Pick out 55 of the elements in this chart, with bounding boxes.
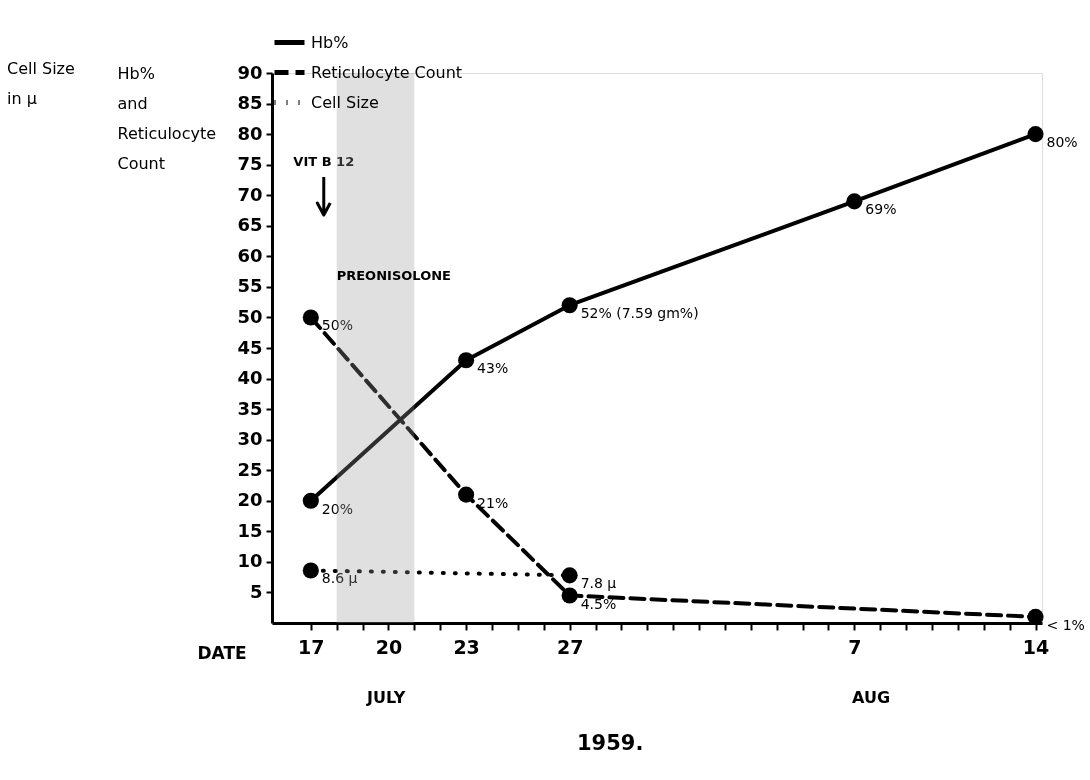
data-label: 52% (7.59 gm%) [580,305,699,322]
y-tick-label: 35 [237,397,263,419]
data-label: 50% [321,317,353,334]
legend-label: Cell Size [311,92,379,112]
point [302,492,319,509]
y-tick-label: 60 [237,244,263,266]
y-tick-label: 15 [237,519,263,541]
point [458,352,475,369]
x-tick-label: 23 [453,635,480,658]
data-label: 4.5% [580,595,617,612]
y-tick-label: 25 [237,458,263,480]
point [302,309,319,326]
point [561,587,578,604]
text: AUG [852,688,891,707]
point [561,297,578,314]
x-tick-label: 7 [848,635,862,658]
text: Cell Size in μ [7,59,75,108]
x-tick-label: 14 [1022,635,1050,658]
data-label: 20% [321,500,353,517]
ref-line-label: VIT B 12 [293,154,355,169]
x-tick-label: 17 [298,635,325,658]
y-tick-label: 10 [237,550,263,572]
data-label: 69% [865,201,897,218]
data-label: 7.8 μ [580,575,617,592]
y-tick-label: 45 [237,336,263,358]
y-tick-label: 90 [237,61,263,83]
y-tick-label: 50 [237,305,263,327]
y-tick-label: 5 [249,580,263,602]
y-axis-title: Hb% and Reticulocyte Count [117,63,217,173]
y-tick-label: 75 [237,153,263,175]
text: 1959. [577,731,644,755]
x-tick-label: 20 [375,635,403,658]
data-label: < 1% [1046,616,1085,633]
point [1027,126,1044,143]
data-label: 8.6 μ [321,570,358,587]
y-tick-label: 55 [237,275,263,297]
y-tick-label: 70 [237,183,263,205]
x-tick-label: 27 [556,635,584,658]
y-tick-label: 40 [237,367,263,389]
point [846,193,863,210]
point [561,567,578,584]
y-tick-label: 20 [237,489,263,511]
data-label: 80% [1046,134,1078,151]
x-axis-title: DATE [197,642,247,663]
point [458,486,475,503]
band-label: PREONISOLONE [336,268,451,283]
y-tick-label: 30 [237,428,263,450]
y-tick-label: 80 [237,122,263,144]
text: JULY [366,688,406,707]
legend-label: Reticulocyte Count [311,62,463,82]
point [302,562,319,579]
y-tick-label: 85 [237,92,263,114]
data-label: 43% [477,360,509,377]
legend-label: Hb% [311,32,349,52]
y-tick-label: 65 [237,214,263,236]
